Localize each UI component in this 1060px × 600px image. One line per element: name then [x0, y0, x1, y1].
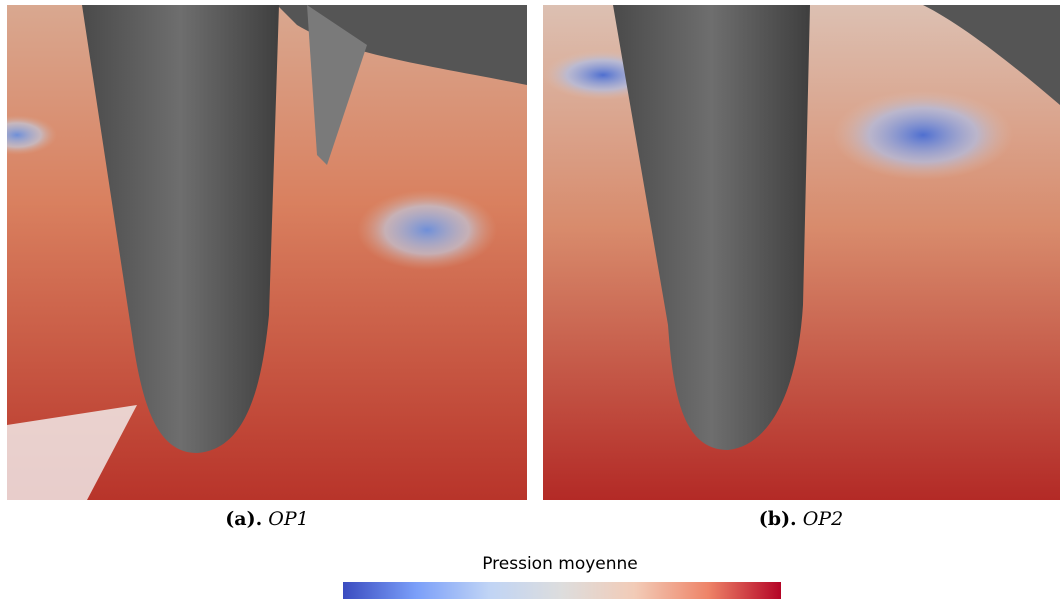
caption-label: (b).: [758, 508, 797, 530]
caption-b: (b). OP2: [651, 508, 951, 530]
caption-name: OP2: [802, 508, 844, 530]
render-op2: [543, 5, 1060, 500]
render-op1: [7, 5, 527, 500]
caption-name: OP1: [268, 508, 309, 530]
caption-a: (a). OP1: [117, 508, 417, 530]
colorbar: [343, 582, 781, 599]
colorbar-title: Pression moyenne: [482, 554, 638, 574]
caption-label: (a).: [225, 508, 263, 530]
